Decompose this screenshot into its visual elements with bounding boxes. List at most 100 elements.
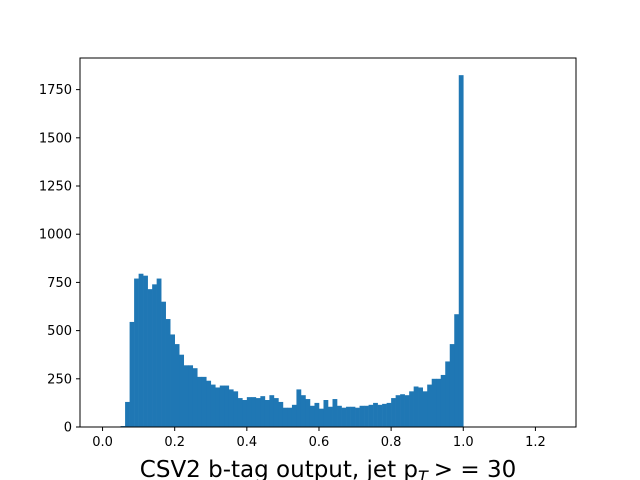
histogram-bar bbox=[391, 398, 396, 427]
histogram-bar bbox=[300, 395, 306, 427]
histogram-bar bbox=[431, 378, 437, 427]
histogram-bar bbox=[440, 374, 446, 427]
histogram-bar bbox=[170, 334, 175, 427]
histogram-bar bbox=[309, 405, 315, 427]
histogram-bar bbox=[219, 385, 225, 427]
histogram-bar bbox=[224, 385, 230, 427]
histogram-bar bbox=[147, 289, 153, 427]
x-tick-label: 0.6 bbox=[309, 435, 330, 450]
histogram-bar bbox=[318, 408, 324, 427]
histogram-bar bbox=[192, 368, 198, 427]
histogram-bar bbox=[269, 395, 275, 427]
histogram-bar bbox=[215, 387, 221, 427]
histogram-bar bbox=[161, 301, 166, 427]
histogram-bar bbox=[129, 321, 135, 427]
histogram-bar bbox=[296, 389, 302, 427]
histogram-bar bbox=[395, 395, 401, 427]
y-axis-ticks: 0 250 500 750 1000 1250 1500 1750 bbox=[39, 83, 80, 436]
histogram-bar bbox=[206, 380, 212, 427]
histogram-bar bbox=[341, 407, 347, 427]
histogram-bar bbox=[143, 275, 148, 427]
y-tick-label: 750 bbox=[47, 276, 72, 291]
histogram-bar bbox=[337, 405, 342, 427]
histogram-bar bbox=[449, 344, 455, 427]
plot-frame bbox=[79, 57, 577, 428]
histogram-bar bbox=[305, 399, 311, 427]
histogram-bar bbox=[386, 402, 392, 427]
histogram-bar bbox=[413, 386, 419, 427]
histogram-bar bbox=[427, 384, 433, 427]
x-axis-label-subscript: T bbox=[418, 467, 429, 480]
y-tick-label: 250 bbox=[47, 372, 72, 387]
histogram-bar bbox=[422, 391, 428, 427]
x-tick-label: 0.0 bbox=[92, 435, 113, 450]
histogram-bar bbox=[251, 397, 257, 427]
x-axis-label: CSV2 b-tag output, jet pT > = 30 bbox=[140, 457, 516, 480]
histogram-bar bbox=[314, 402, 320, 427]
y-tick-label: 0 bbox=[64, 421, 72, 436]
histogram-bar bbox=[373, 402, 378, 427]
histogram-bar bbox=[454, 314, 460, 427]
histogram-bar bbox=[377, 404, 383, 427]
histogram-bar bbox=[183, 365, 189, 427]
histogram-bar bbox=[382, 403, 387, 427]
histogram-bar bbox=[323, 400, 329, 427]
x-axis-label-main: CSV2 b-tag output, jet p bbox=[140, 457, 418, 480]
histogram-bar bbox=[242, 400, 248, 427]
y-tick-label: 1500 bbox=[39, 131, 72, 146]
histogram-bar bbox=[165, 319, 171, 427]
y-tick-label: 1750 bbox=[39, 83, 72, 98]
x-tick-label: 0.4 bbox=[236, 435, 257, 450]
histogram-bar bbox=[400, 394, 405, 427]
histogram-bar bbox=[350, 406, 356, 427]
y-tick-label: 1000 bbox=[39, 228, 72, 243]
histogram-bar bbox=[278, 401, 284, 427]
histogram-bar bbox=[445, 361, 451, 427]
y-tick-label: 500 bbox=[47, 324, 72, 339]
histogram-bar bbox=[201, 376, 207, 427]
histogram-bar bbox=[152, 284, 157, 427]
x-tick-label: 0.2 bbox=[164, 435, 185, 450]
histogram-bar bbox=[273, 398, 279, 427]
histogram-bar bbox=[246, 397, 252, 427]
histogram-bar bbox=[264, 400, 270, 427]
histogram-bar bbox=[134, 278, 139, 427]
x-tick-label: 1.2 bbox=[525, 435, 546, 450]
histogram-bar bbox=[197, 376, 203, 427]
histogram-bar bbox=[282, 407, 288, 427]
histogram-bar bbox=[359, 405, 365, 427]
histogram-bar bbox=[174, 344, 180, 427]
histogram-bar bbox=[125, 401, 130, 427]
histogram-bar bbox=[156, 278, 162, 427]
x-axis-ticks: 0.0 0.2 0.4 0.6 0.8 1.0 1.2 bbox=[92, 427, 546, 450]
histogram-bar bbox=[237, 398, 243, 427]
y-tick-label: 1250 bbox=[39, 180, 72, 195]
histogram-bar bbox=[418, 387, 423, 427]
histogram-bar bbox=[364, 405, 369, 427]
histogram-bar bbox=[179, 354, 185, 427]
histogram-bar bbox=[233, 391, 239, 427]
x-tick-label: 0.8 bbox=[381, 435, 402, 450]
x-axis-label-tail: > = 30 bbox=[434, 457, 516, 480]
histogram-bar bbox=[355, 407, 360, 427]
histogram-bar bbox=[409, 391, 414, 427]
x-tick-label: 1.0 bbox=[453, 435, 474, 450]
histogram-bar bbox=[328, 406, 333, 427]
histogram-bar bbox=[228, 389, 234, 427]
histogram-bar bbox=[188, 365, 194, 427]
histogram-bar bbox=[404, 395, 410, 427]
histogram-bars bbox=[120, 75, 464, 427]
histogram-bar bbox=[260, 396, 266, 427]
histogram-bar bbox=[287, 407, 293, 427]
histogram-bar bbox=[255, 398, 261, 427]
histogram-bar bbox=[458, 75, 464, 427]
histogram-bar bbox=[291, 404, 297, 427]
histogram-bar bbox=[332, 399, 338, 427]
histogram-bar bbox=[346, 406, 351, 427]
histogram-bar bbox=[368, 404, 374, 427]
histogram-bar bbox=[138, 273, 144, 427]
histogram-bar bbox=[436, 378, 442, 427]
histogram-bar bbox=[210, 384, 216, 427]
